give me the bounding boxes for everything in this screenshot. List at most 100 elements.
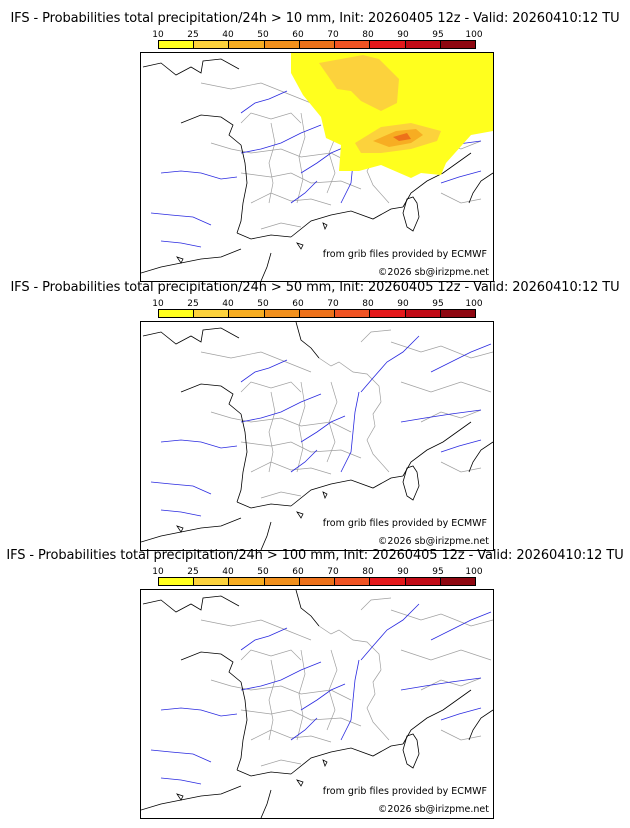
river — [400, 409, 482, 423]
colorbar-tick-label: 95 — [432, 567, 444, 577]
region-border — [296, 381, 306, 473]
river — [400, 677, 482, 691]
basemap — [141, 590, 493, 818]
river — [240, 393, 322, 423]
coastline — [142, 595, 240, 613]
region-border — [260, 222, 302, 230]
colorbar-swatch — [335, 310, 371, 317]
region-border — [240, 649, 302, 661]
region-border — [390, 609, 493, 627]
coastline — [402, 152, 472, 208]
region-border — [326, 381, 338, 463]
island — [176, 525, 184, 533]
river — [290, 449, 318, 473]
colorbar-swatch — [159, 310, 195, 317]
colorbar-swatch — [229, 310, 265, 317]
colorbar-swatch — [264, 578, 300, 585]
river — [360, 335, 420, 393]
river — [290, 180, 318, 204]
coastline — [141, 248, 242, 274]
colorbar-ticks: 10 25 40 50 60 70 80 90 95 100 — [0, 567, 630, 577]
region-border — [440, 461, 482, 473]
river — [300, 146, 346, 174]
coastline — [290, 743, 404, 775]
island-corsica — [402, 465, 420, 501]
colorbar-tick-label: 100 — [465, 567, 483, 577]
colorbar-ticks: 10 25 40 50 60 70 80 90 95 100 — [0, 299, 630, 309]
colorbar-tick-label: 90 — [397, 299, 409, 309]
river — [160, 170, 238, 180]
region-border — [400, 381, 492, 393]
copyright-text: ©2026 sb@irizpme.net — [377, 804, 489, 815]
colorbar-tick-label: 50 — [257, 567, 269, 577]
colorbar-tick-label: 70 — [327, 567, 339, 577]
river — [360, 603, 420, 661]
colorbar-swatch — [405, 310, 441, 317]
coastline — [180, 383, 242, 415]
basemap — [141, 322, 493, 550]
coastline — [142, 327, 240, 345]
colorbar — [158, 577, 476, 586]
region-border — [200, 351, 312, 373]
colorbar — [158, 40, 476, 49]
colorbar-swatch — [440, 41, 475, 48]
colorbar-tick-label: 90 — [397, 567, 409, 577]
colorbar-swatch — [194, 578, 230, 585]
probability-field — [291, 53, 493, 178]
colorbar-swatch — [405, 41, 441, 48]
coastline — [260, 521, 272, 550]
colorbar-tick-label: 10 — [152, 299, 164, 309]
coastline — [236, 769, 292, 777]
colorbar-tick-label: 40 — [222, 299, 234, 309]
colorbar-swatch — [440, 310, 475, 317]
colorbar-swatch — [370, 41, 406, 48]
colorbar-tick-label: 25 — [187, 30, 199, 40]
river — [240, 359, 288, 383]
colorbar-tick-label: 40 — [222, 567, 234, 577]
river — [240, 627, 288, 651]
river — [440, 439, 482, 453]
river — [340, 391, 360, 473]
river — [240, 661, 322, 691]
coastline — [236, 501, 292, 509]
island-corsica — [402, 733, 420, 769]
island — [296, 242, 304, 250]
coastline — [236, 232, 292, 240]
river — [160, 439, 238, 449]
region-border — [240, 112, 302, 124]
colorbar-tick-label: 80 — [362, 299, 374, 309]
coastline — [236, 681, 248, 771]
region-border — [260, 491, 302, 499]
river — [160, 707, 238, 717]
coastline — [180, 651, 242, 683]
colorbar-tick-label: 25 — [187, 299, 199, 309]
region-border — [360, 597, 392, 611]
panel-50mm: IFS - Probabilities total precipitation/… — [0, 280, 630, 551]
river — [340, 659, 360, 741]
river — [150, 212, 212, 226]
coastline — [141, 517, 242, 543]
island — [296, 779, 304, 787]
colorbar-swatch — [405, 578, 441, 585]
island — [176, 256, 184, 264]
island — [296, 511, 304, 519]
region-border — [240, 381, 302, 393]
river — [160, 777, 202, 785]
region-border — [200, 82, 312, 104]
region-border — [210, 411, 352, 433]
region-border — [366, 669, 390, 741]
colorbar-tick-label: 40 — [222, 30, 234, 40]
field-contour-25 — [319, 55, 399, 111]
panel-100mm: IFS - Probabilities total precipitation/… — [0, 548, 630, 819]
region-border — [250, 192, 332, 206]
colorbar-tick-label: 25 — [187, 567, 199, 577]
region-border — [268, 391, 276, 473]
colorbar-swatch — [299, 41, 336, 48]
colorbar-tick-label: 10 — [152, 567, 164, 577]
region-border — [268, 659, 276, 741]
river — [430, 611, 492, 641]
colorbar-tick-label: 90 — [397, 30, 409, 40]
region-border — [400, 649, 492, 661]
coastline — [402, 421, 472, 477]
colorbar-swatch — [299, 578, 336, 585]
